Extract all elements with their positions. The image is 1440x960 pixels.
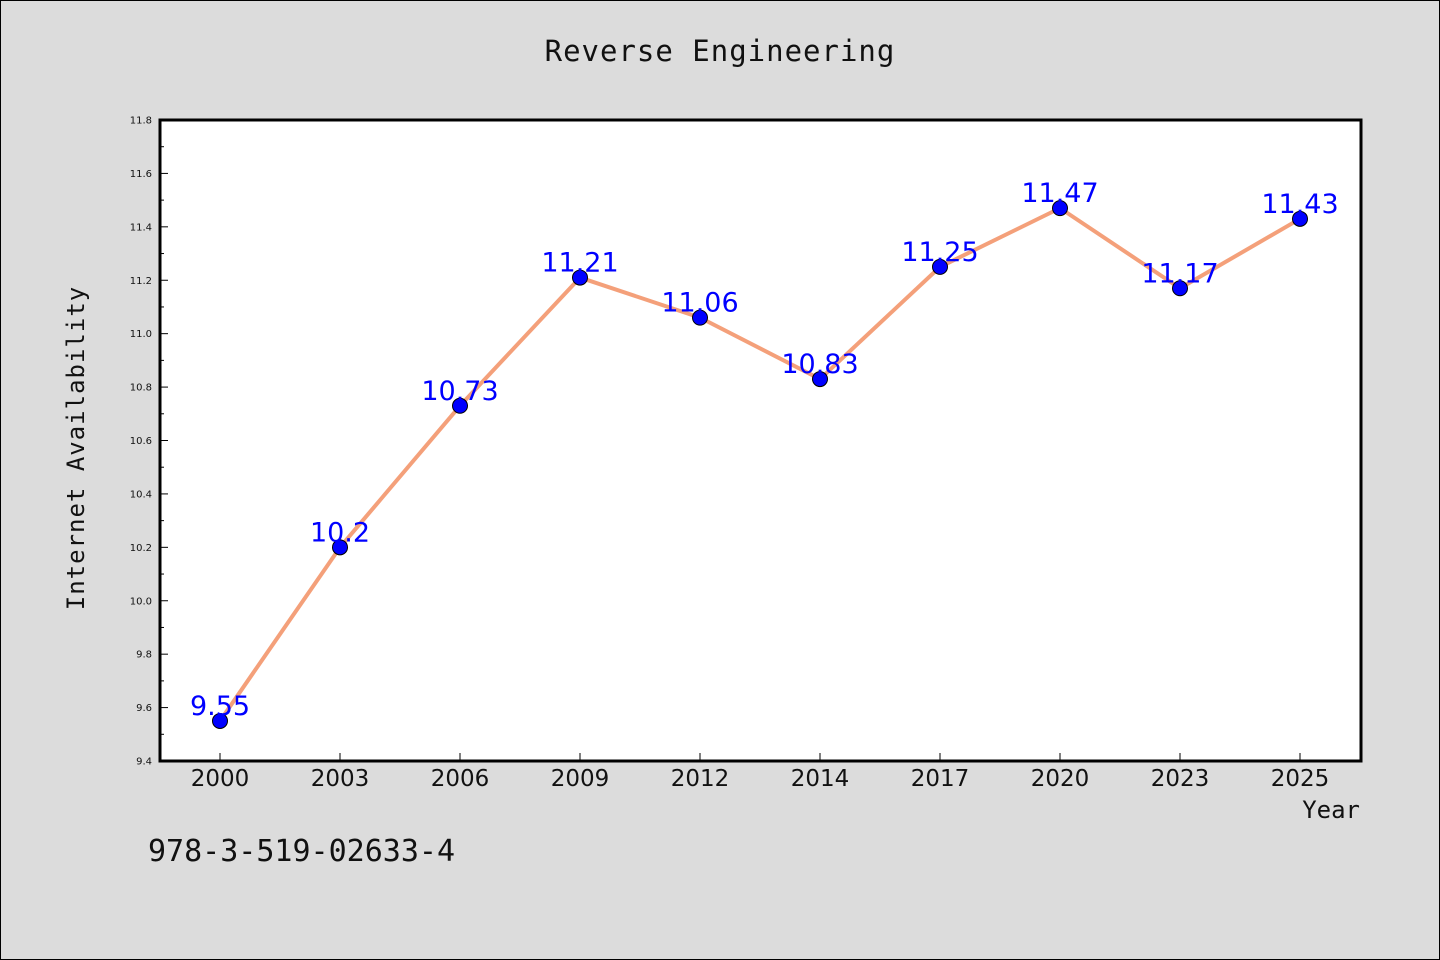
data-value-label: 11.17 [1141,258,1218,289]
x-tick-label: 2009 [551,766,610,792]
x-tick-label: 2025 [1271,766,1330,792]
series-polyline [218,206,1302,723]
x-axis-label: Year [1302,796,1360,824]
axis-ticks: 9.4 9.6 9.8 10.0 10.2 10.4 10.6 10.8 11.0 11.2 11.… [130,116,1330,793]
data-point-marker [932,258,948,275]
x-tick-label: 2017 [911,766,970,792]
x-tick-label: 2000 [191,766,250,792]
y-tick-label: 11.2 [130,276,152,287]
y-tick-label: 10.4 [130,489,152,500]
data-point-marker [332,539,348,556]
x-tick-label: 2023 [1151,766,1210,792]
data-value-label: 10.73 [421,376,498,407]
x-tick-label: 2014 [791,766,850,792]
x-tick-label: 2020 [1031,766,1090,792]
data-value-label: 10.83 [781,349,858,380]
y-tick-label: 9.4 [136,757,152,768]
data-point-marker [452,397,468,414]
data-point-marker [692,309,708,326]
y-tick-label: 9.6 [136,703,152,714]
data-value-label: 9.55 [190,691,250,722]
plot-frame [158,118,1363,763]
data-value-label: 11.25 [901,237,978,268]
chart-title: Reverse Engineering [544,34,896,68]
data-point-marker [212,712,228,729]
x-tick-label: 2006 [431,766,490,792]
y-tick-label: 11.6 [130,169,152,180]
data-point-marker [1052,200,1068,217]
y-tick-label: 10.0 [130,596,152,607]
y-tick-label: 10.6 [130,436,152,447]
plot-area [160,120,1361,761]
data-point-marker [572,269,588,286]
data-value-label: 11.43 [1261,189,1338,220]
data-value-label: 11.21 [541,248,618,279]
x-tick-label: 2003 [311,766,370,792]
y-tick-label: 9.8 [136,650,152,661]
series-line [218,206,1302,723]
y-tick-label: 11.8 [130,116,152,127]
y-tick-label: 10.2 [130,543,152,554]
data-point-marker [1292,210,1308,227]
data-labels: 9.55 10.2 10.73 11.21 11.06 10.83 11.25 11.47 11… [190,178,1339,722]
y-tick-label: 11.4 [130,222,152,233]
y-tick-label: 11.0 [130,329,152,340]
data-value-label: 11.06 [661,288,738,319]
data-point-marker [1172,280,1188,297]
x-tick-label: 2012 [671,766,730,792]
isbn-footnote: 978-3-519-02633-4 [148,834,456,869]
y-tick-label: 10.8 [130,383,152,394]
data-point-marker [812,371,828,388]
data-value-label: 10.2 [310,517,370,548]
series-markers [212,200,1308,729]
data-value-label: 11.47 [1021,178,1098,209]
